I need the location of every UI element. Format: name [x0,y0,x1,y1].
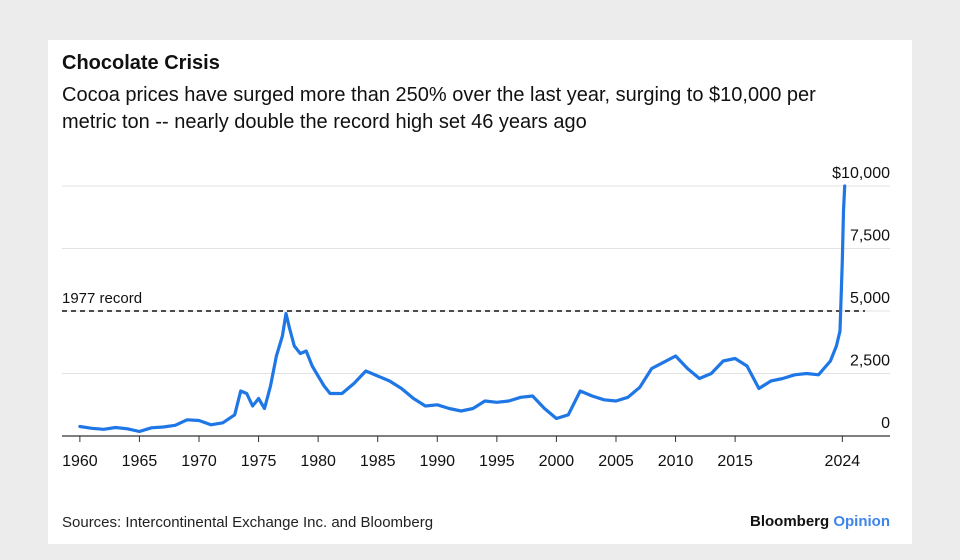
chart-card: Chocolate Crisis Cocoa prices have surge… [48,40,912,544]
x-tick-label: 1965 [122,453,158,470]
chart-subtitle: Cocoa prices have surged more than 250% … [62,84,816,133]
x-tick-label: 1995 [479,453,515,470]
reference-line-group: 1977 record [62,290,865,312]
x-tick-label: 1970 [181,453,217,470]
x-tick-label: 1960 [62,453,98,470]
x-tick-label: 2000 [539,453,575,470]
brand-logo: Bloomberg Opinion [750,513,890,530]
y-tick-label: 5,000 [850,290,890,307]
x-tick-label: 2010 [658,453,694,470]
y-axis-ticks: 0 2,500 5,000 7,500 $10,000 [832,165,890,432]
record-reference-label: 1977 record [62,290,142,307]
series-group [78,184,847,434]
grid-lines [62,185,890,437]
x-axis-ticks: 1960 1965 1970 1975 1980 1985 1990 1995 2000 2005… [62,436,860,470]
x-tick-label: 2024 [825,453,861,470]
x-tick-label: 1980 [300,453,336,470]
x-tick-label: 2015 [717,453,753,470]
x-tick-label: 2005 [598,453,634,470]
series-line-cocoa-price [78,184,847,434]
x-tick-label: 1985 [360,453,396,470]
brand-main: Bloomberg [750,513,830,530]
price-chart: 1977 record 1960 1965 1970 1975 1980 1985 1990… [62,165,890,470]
y-tick-label: $10,000 [832,165,890,182]
chart-title: Chocolate Crisis [62,52,220,74]
brand-accent: Opinion [833,513,890,530]
source-note: Sources: Intercontinental Exchange Inc. … [62,514,434,531]
y-tick-label: 0 [881,415,890,432]
y-tick-label: 2,500 [850,353,890,370]
x-tick-label: 1975 [241,453,277,470]
y-tick-label: 7,500 [850,228,890,245]
x-tick-label: 1990 [419,453,455,470]
